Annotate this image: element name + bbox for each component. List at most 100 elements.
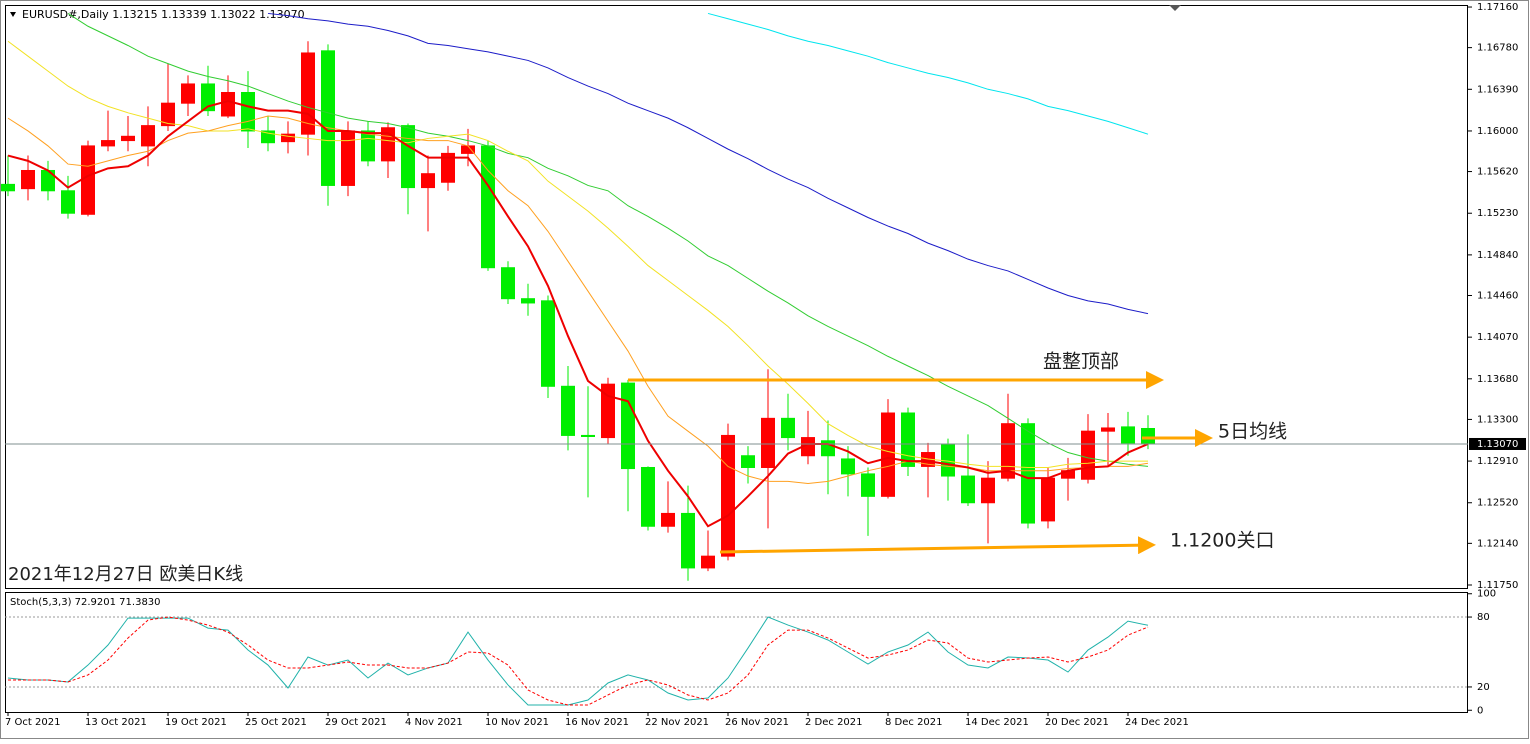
candle-body	[621, 382, 635, 470]
candle-body	[1141, 427, 1155, 445]
y-tick-label: 1.16000	[1477, 126, 1518, 137]
y-tick-label: 1.14460	[1477, 290, 1518, 301]
y-tick-label: 1.14840	[1477, 250, 1518, 261]
y-tick-label: 1.11750	[1477, 580, 1518, 591]
caption: 2021年12月27日 欧美日K线	[8, 564, 243, 585]
stoch-title: Stoch(5,3,3) 72.9201 71.3830	[10, 597, 161, 608]
line	[67, 13, 1149, 467]
candle-body	[721, 434, 735, 557]
candle-body	[1081, 430, 1095, 480]
arrow	[719, 536, 1156, 555]
candle-body	[61, 190, 75, 214]
candle-body	[241, 91, 255, 132]
annotation: 5日均线	[1218, 421, 1287, 443]
candle-body	[281, 133, 295, 143]
candle-body	[321, 50, 335, 186]
line	[7, 100, 1149, 528]
shift-marker	[1169, 5, 1181, 11]
current-price-label: 1.13070	[1477, 439, 1518, 450]
y-tick-label: 20	[1477, 682, 1490, 693]
x-tick-label: 20 Dec 2021	[1045, 717, 1109, 728]
y-tick-label: 1.16390	[1477, 84, 1518, 95]
candle-body	[441, 152, 455, 183]
y-tick-label: 1.17160	[1477, 2, 1518, 13]
annotations: 盘整顶部 5日均线 1.1200关口	[628, 351, 1287, 555]
candle-body	[741, 455, 755, 468]
candle-body	[141, 125, 155, 147]
y-tick-label: 1.15230	[1477, 208, 1518, 219]
line	[7, 616, 1149, 706]
y-tick-label: 1.12140	[1477, 538, 1518, 549]
candle-body	[961, 475, 975, 504]
candle-body	[1101, 427, 1115, 432]
menu-triangle	[10, 12, 16, 17]
y-tick-label: 1.13680	[1477, 374, 1518, 385]
candle-body	[981, 477, 995, 504]
main-panel	[5, 5, 1468, 589]
candle-body	[701, 555, 715, 569]
y-tick-label: 1.13300	[1477, 414, 1518, 425]
candle-body	[21, 169, 35, 190]
y-tick-label: 1.12910	[1477, 456, 1518, 467]
candle-body	[881, 412, 895, 497]
candle-body	[101, 140, 115, 147]
candle-body	[761, 417, 775, 468]
line	[7, 40, 1148, 468]
symbol-info: EURUSD#,Daily 1.13215 1.13339 1.13022 1.…	[22, 8, 305, 21]
candle-body	[581, 434, 595, 438]
candle-body	[1001, 423, 1015, 479]
current-price-box	[1469, 437, 1526, 450]
candle-body	[561, 385, 575, 436]
y-tick-label: 1.16780	[1477, 43, 1518, 54]
y-tick-label: 1.14070	[1477, 332, 1518, 343]
line	[7, 115, 1149, 485]
candle-body	[161, 102, 175, 127]
x-tick-label: 10 Nov 2021	[485, 717, 549, 728]
stoch-panel	[5, 592, 1468, 713]
x-tick-label: 19 Oct 2021	[165, 717, 227, 728]
candle-body	[641, 466, 655, 527]
x-tick-label: 25 Oct 2021	[245, 717, 307, 728]
x-tick-label: 14 Dec 2021	[965, 717, 1029, 728]
candle-body	[841, 458, 855, 475]
x-tick-label: 7 Oct 2021	[5, 717, 60, 728]
candle-body	[361, 130, 375, 162]
annotation: 盘整顶部	[1043, 351, 1119, 373]
x-tick-label: 2 Dec 2021	[805, 717, 863, 728]
candle-body	[501, 267, 515, 300]
line	[267, 12, 1149, 315]
candle-body	[1, 183, 15, 192]
x-tick-label: 24 Dec 2021	[1125, 717, 1189, 728]
candle-body	[261, 130, 275, 144]
candle-body	[201, 83, 215, 112]
candle-body	[941, 443, 955, 477]
candle-body	[1021, 423, 1035, 524]
candle-body	[1041, 477, 1055, 522]
x-tick-label: 4 Nov 2021	[405, 717, 463, 728]
candle-body	[521, 298, 535, 304]
x-tick-label: 8 Dec 2021	[885, 717, 943, 728]
y-tick-label: 1.15620	[1477, 167, 1518, 178]
candle-body	[221, 91, 235, 117]
x-tick-label: 29 Oct 2021	[325, 717, 387, 728]
candle-body	[341, 130, 355, 186]
candle-body	[421, 173, 435, 189]
y-tick-label: 0	[1477, 705, 1483, 716]
x-tick-label: 13 Oct 2021	[85, 717, 147, 728]
x-tick-label: 26 Nov 2021	[725, 717, 789, 728]
candle-body	[1121, 426, 1135, 444]
annotation: 1.1200关口	[1170, 530, 1274, 552]
candle-body	[81, 145, 95, 215]
y-tick-label: 80	[1477, 612, 1490, 623]
y-tick-label: 1.12520	[1477, 498, 1518, 509]
candle-body	[681, 512, 695, 569]
candle-body	[781, 417, 795, 439]
y-tick-label: 100	[1477, 589, 1496, 600]
candle-body	[541, 300, 555, 387]
candle-body	[661, 512, 675, 527]
line	[707, 12, 1149, 135]
x-tick-label: 22 Nov 2021	[645, 717, 709, 728]
